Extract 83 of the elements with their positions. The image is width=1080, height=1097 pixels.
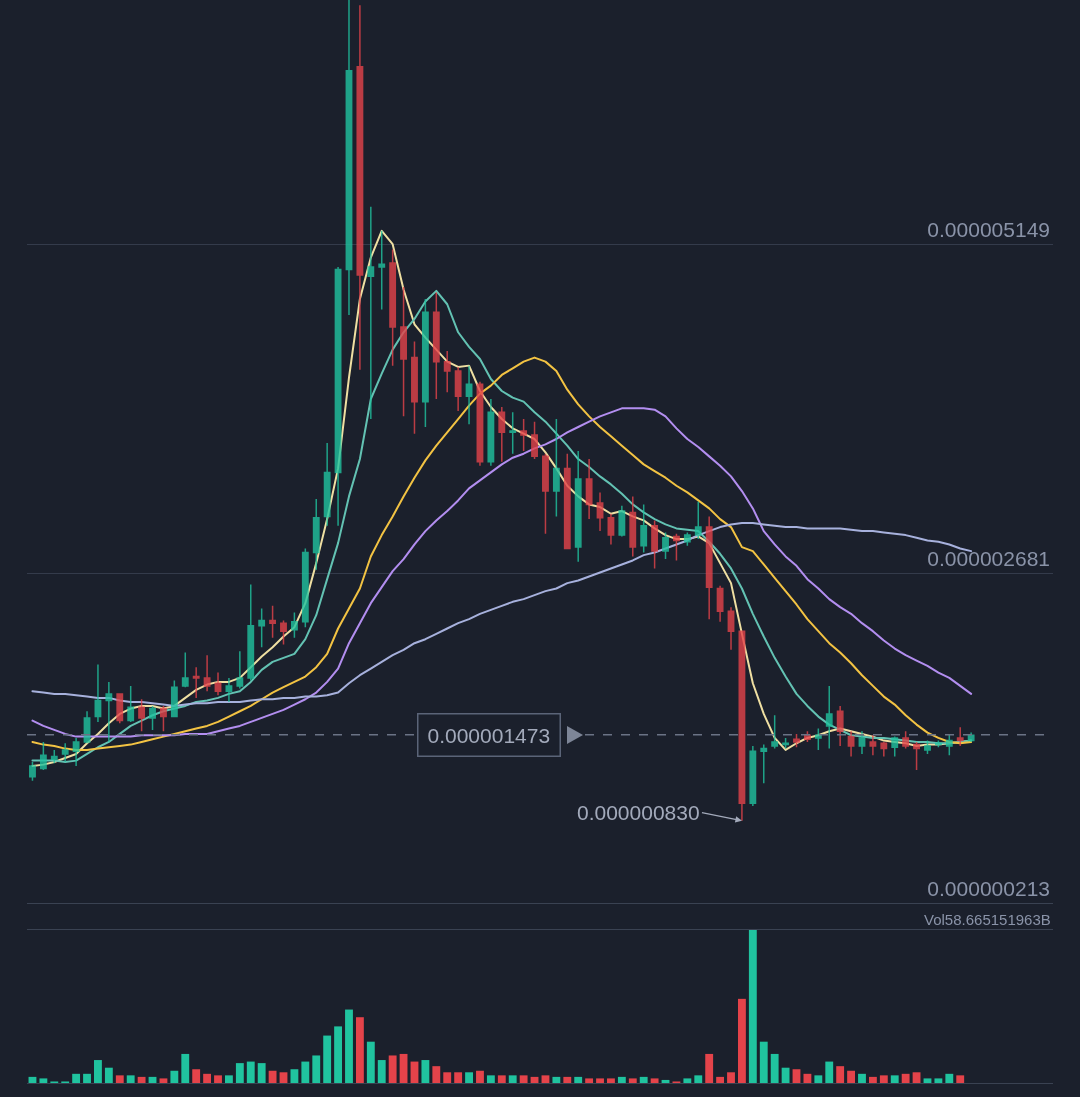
y-tick-label: 0.000000213 — [927, 876, 1050, 900]
annotation: 0.000000830 — [577, 801, 700, 824]
bar — [650, 1078, 659, 1083]
bar — [268, 1070, 277, 1083]
bar — [235, 1063, 244, 1083]
bar — [257, 1063, 266, 1083]
bar — [792, 1069, 801, 1083]
bar — [290, 1069, 299, 1083]
bar — [847, 1070, 855, 1083]
bar — [825, 1061, 834, 1083]
y-tick-label: 0.000002681 — [927, 547, 1050, 571]
bar — [628, 1078, 637, 1083]
bar — [923, 1078, 932, 1083]
bar — [890, 1075, 899, 1083]
bar — [803, 1073, 812, 1083]
bar — [366, 1041, 375, 1083]
bar — [748, 930, 757, 1083]
bar — [781, 1067, 790, 1083]
bar — [72, 1073, 81, 1083]
bar — [312, 1055, 321, 1083]
bar — [934, 1078, 943, 1083]
y-tick-label: 0.000005149 — [927, 217, 1050, 241]
bar — [432, 1066, 441, 1083]
bar — [137, 1076, 146, 1083]
bar — [454, 1072, 463, 1083]
bar — [225, 1075, 233, 1083]
bar — [596, 1078, 604, 1083]
bar — [519, 1075, 528, 1083]
bar — [705, 1053, 714, 1083]
bar — [421, 1060, 430, 1083]
bar — [738, 998, 746, 1083]
bar — [541, 1075, 550, 1083]
bar — [759, 1041, 768, 1083]
bar — [476, 1070, 484, 1083]
bar — [585, 1078, 594, 1083]
bar — [552, 1076, 561, 1083]
bar — [126, 1075, 135, 1083]
bar — [836, 1066, 845, 1083]
bar — [355, 1017, 364, 1083]
bar — [377, 1060, 386, 1083]
ref-line-label: 0.000001473 — [427, 723, 551, 747]
text: Vol58.665151963B — [924, 911, 1051, 928]
bar — [486, 1075, 495, 1083]
bar — [508, 1075, 517, 1083]
bar — [912, 1072, 921, 1083]
bar — [694, 1075, 703, 1083]
bar — [465, 1072, 473, 1083]
bar — [170, 1070, 179, 1083]
bar — [192, 1069, 201, 1083]
bar — [39, 1078, 48, 1083]
bar — [203, 1073, 212, 1083]
bar — [858, 1073, 866, 1083]
bar — [901, 1073, 910, 1083]
bar — [563, 1076, 572, 1083]
bar — [159, 1078, 168, 1083]
bar — [279, 1072, 288, 1083]
bar — [301, 1061, 310, 1083]
bar — [246, 1061, 255, 1083]
bar — [716, 1076, 725, 1083]
bar — [607, 1078, 615, 1083]
bar — [83, 1073, 91, 1083]
bar — [497, 1075, 506, 1083]
bar — [945, 1073, 954, 1083]
bar — [770, 1053, 779, 1083]
bar — [104, 1067, 113, 1083]
bar — [727, 1072, 735, 1083]
bar — [814, 1075, 823, 1083]
bar — [443, 1072, 452, 1083]
bar — [574, 1076, 583, 1083]
bar — [334, 1026, 342, 1083]
bar — [683, 1078, 692, 1083]
bar — [639, 1076, 648, 1083]
bar — [181, 1053, 190, 1083]
bar — [868, 1076, 877, 1083]
bar — [617, 1076, 626, 1083]
bar — [956, 1075, 965, 1083]
bar — [115, 1075, 124, 1083]
bar — [345, 1009, 353, 1083]
bar — [879, 1075, 888, 1083]
bar — [388, 1055, 397, 1083]
bar — [94, 1060, 102, 1083]
bar — [323, 1035, 332, 1083]
bar — [214, 1075, 222, 1083]
